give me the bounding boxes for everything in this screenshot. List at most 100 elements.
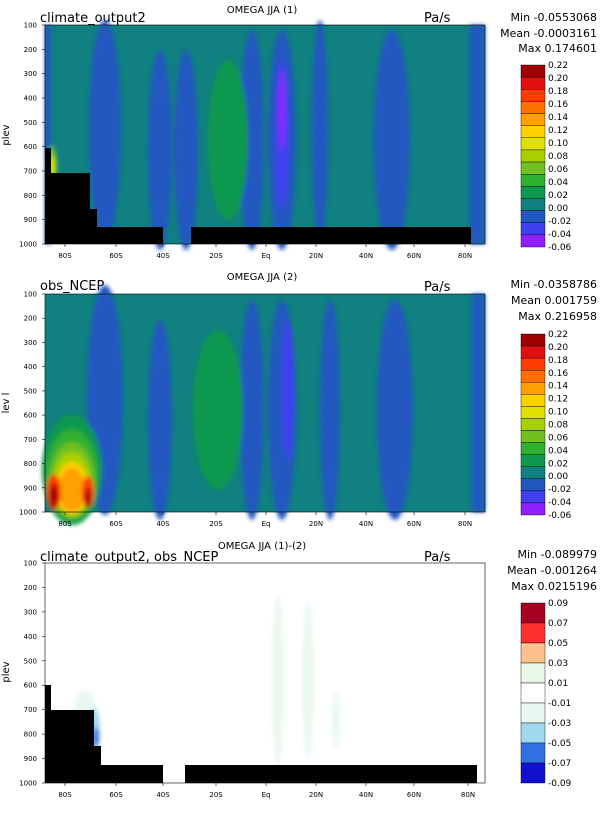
y-tick-label: 700 <box>24 706 37 714</box>
y-tick-label: 800 <box>24 731 37 739</box>
panel-3: climate_output2, obs_NCEP OMEGA JJA (1)-… <box>1 541 597 799</box>
x-tick-label: 20S <box>209 791 223 799</box>
colorbar-label: -0.01 <box>548 699 571 709</box>
x-tick-label: 60N <box>407 252 421 260</box>
colorbar-label: -0.02 <box>548 217 571 227</box>
panel-1-band <box>89 20 121 240</box>
y-tick-label: 500 <box>24 387 37 395</box>
x-tick-label: 40N <box>359 252 373 260</box>
x-tick-label: 80N <box>461 791 475 799</box>
panel-2-band <box>148 320 172 520</box>
panel-2-band <box>377 300 413 520</box>
y-tick-label: 600 <box>24 412 37 420</box>
x-tick-label: 80S <box>58 520 72 528</box>
x-tick-label: Eq <box>262 791 271 799</box>
panel-1-band <box>148 50 172 250</box>
colorbar-label: 0.06 <box>548 165 568 175</box>
y-tick-label: 900 <box>24 755 37 763</box>
panel-3-band <box>272 595 284 765</box>
colorbar-label: 0.06 <box>548 433 568 443</box>
colorbar-label: -0.04 <box>548 498 572 508</box>
panel-2-band <box>193 330 243 490</box>
x-tick-label: 20S <box>209 252 223 260</box>
colorbar-swatch <box>520 64 546 78</box>
y-tick-label: 300 <box>24 70 37 78</box>
colorbar-swatch <box>520 622 546 644</box>
y-tick-label: 100 <box>24 22 37 30</box>
panel-1-mean: Mean -0.0003161 <box>500 27 597 40</box>
x-tick-label: 60S <box>109 791 123 799</box>
colorbar-swatch <box>520 113 546 126</box>
colorbar-swatch <box>520 198 546 211</box>
x-tick-label: 40S <box>156 791 170 799</box>
colorbar-label: 0.12 <box>548 126 568 136</box>
colorbar-swatch <box>520 76 546 90</box>
colorbar-swatch <box>520 430 546 443</box>
y-tick-label: 500 <box>24 657 37 665</box>
colorbar-swatch <box>520 466 546 480</box>
panel-1-y-ticks: 100 200 300 400 500 600 700 800 900 1000 <box>19 22 45 249</box>
panel-2-mean: Mean 0.001759 <box>511 294 597 307</box>
y-tick-label: 200 <box>24 315 37 323</box>
colorbar-swatch <box>520 418 546 431</box>
panel-3-band <box>93 727 99 747</box>
colorbar-label: 0.14 <box>548 113 568 123</box>
colorbar-swatch <box>520 490 546 504</box>
panel-1: climate_output2 OMEGA JJA (1) Pa/s Min -… <box>1 5 597 260</box>
panel-1-band <box>470 25 485 244</box>
colorbar-label: 0.18 <box>548 356 568 366</box>
colorbar-swatch <box>520 89 546 102</box>
panel-3-band <box>302 600 314 760</box>
panel-1-plot <box>44 20 486 250</box>
colorbar-label: -0.06 <box>548 511 572 521</box>
colorbar-label: 0.16 <box>548 100 568 110</box>
colorbar-label: 0.08 <box>548 152 568 162</box>
y-tick-label: 100 <box>24 560 37 568</box>
colorbar-label: 0.00 <box>548 472 568 482</box>
panel-3-min: Min -0.089979 <box>518 548 597 561</box>
panel-2-band <box>472 294 485 512</box>
colorbar-swatch <box>520 742 546 764</box>
panel-1-frame <box>44 24 486 245</box>
panel-3-title: OMEGA JJA (1)-(2) <box>218 541 306 552</box>
panel-2-plot <box>42 285 486 525</box>
colorbar-label: 0.22 <box>548 61 568 71</box>
panel-2-y-ticks: 100 200 300 400 500 600 700 800 900 1000 <box>19 291 45 517</box>
y-tick-label: 400 <box>24 633 37 641</box>
y-tick-label: 900 <box>24 484 37 492</box>
panel-1-units: Pa/s <box>424 11 451 26</box>
x-tick-label: 80N <box>458 520 472 528</box>
colorbar-swatch <box>520 722 546 744</box>
panel-1-band <box>279 70 285 150</box>
panel-2-ylabel: lev l <box>1 393 12 414</box>
panel-2-dataset: obs_NCEP <box>40 279 104 294</box>
colorbar-label: 0.18 <box>548 87 568 97</box>
colorbar-swatch <box>520 137 546 151</box>
panel-1-topography <box>191 227 471 244</box>
colorbar-label: 0.03 <box>548 659 568 669</box>
colorbar-label: 0.00 <box>548 204 568 214</box>
y-tick-label: 700 <box>24 168 37 176</box>
y-tick-label: 200 <box>24 46 37 54</box>
x-tick-label: 20N <box>309 252 323 260</box>
colorbar-swatch <box>520 186 546 199</box>
colorbar-swatch <box>520 101 546 114</box>
panel-3-background <box>45 563 485 783</box>
colorbar-label: 0.16 <box>548 369 568 379</box>
x-tick-label: 60S <box>109 520 123 528</box>
panel-2: obs_NCEP OMEGA JJA (2) Pa/s Min -0.03587… <box>1 272 597 528</box>
y-tick-label: 100 <box>24 291 37 299</box>
colorbar-label: 0.10 <box>548 139 568 149</box>
panel-2-band <box>85 488 91 508</box>
colorbar-swatch <box>520 762 546 784</box>
colorbar-swatch <box>520 502 546 516</box>
colorbar-label: 0.01 <box>548 679 568 689</box>
y-tick-label: 700 <box>24 436 37 444</box>
panel-2-band <box>320 300 340 520</box>
panel-2-title: OMEGA JJA (2) <box>227 272 298 283</box>
colorbar-label: 0.20 <box>548 343 568 353</box>
colorbar-label: -0.04 <box>548 230 572 240</box>
colorbar-label: -0.05 <box>548 739 571 749</box>
colorbar-label: 0.14 <box>548 382 568 392</box>
